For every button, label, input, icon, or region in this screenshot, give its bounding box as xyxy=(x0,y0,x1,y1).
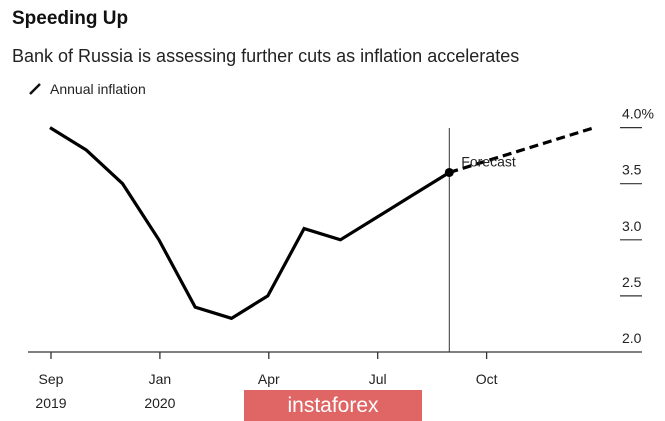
x-tick-year-label: 2020 xyxy=(144,395,175,411)
chart-subtitle: Bank of Russia is assessing further cuts… xyxy=(12,46,520,66)
x-tick-label: Apr xyxy=(258,371,280,387)
y-tick-label: 3.5 xyxy=(622,162,642,178)
x-tick-label: Jul xyxy=(369,371,387,387)
y-tick-label: 4.0% xyxy=(622,106,654,122)
watermark: instaforex xyxy=(244,390,422,421)
y-tick-label: 2.0 xyxy=(622,330,642,346)
inflation-line xyxy=(49,126,451,321)
y-tick-label: 2.5 xyxy=(622,274,642,290)
x-tick-label: Sep xyxy=(39,371,64,387)
y-tick-label: 3.0 xyxy=(622,218,642,234)
line-legend-icon xyxy=(29,83,41,95)
x-tick-year-label: 2019 xyxy=(35,395,66,411)
chart-title: Speeding Up xyxy=(12,8,129,29)
legend-label: Annual inflation xyxy=(50,81,146,97)
forecast-label: Forecast xyxy=(461,153,516,169)
forecast-start-point xyxy=(444,167,454,177)
x-tick-label: Jan xyxy=(149,371,172,387)
forecast-line xyxy=(448,126,595,175)
legend: Annual inflation xyxy=(28,81,146,97)
x-tick-label: Oct xyxy=(476,371,498,387)
